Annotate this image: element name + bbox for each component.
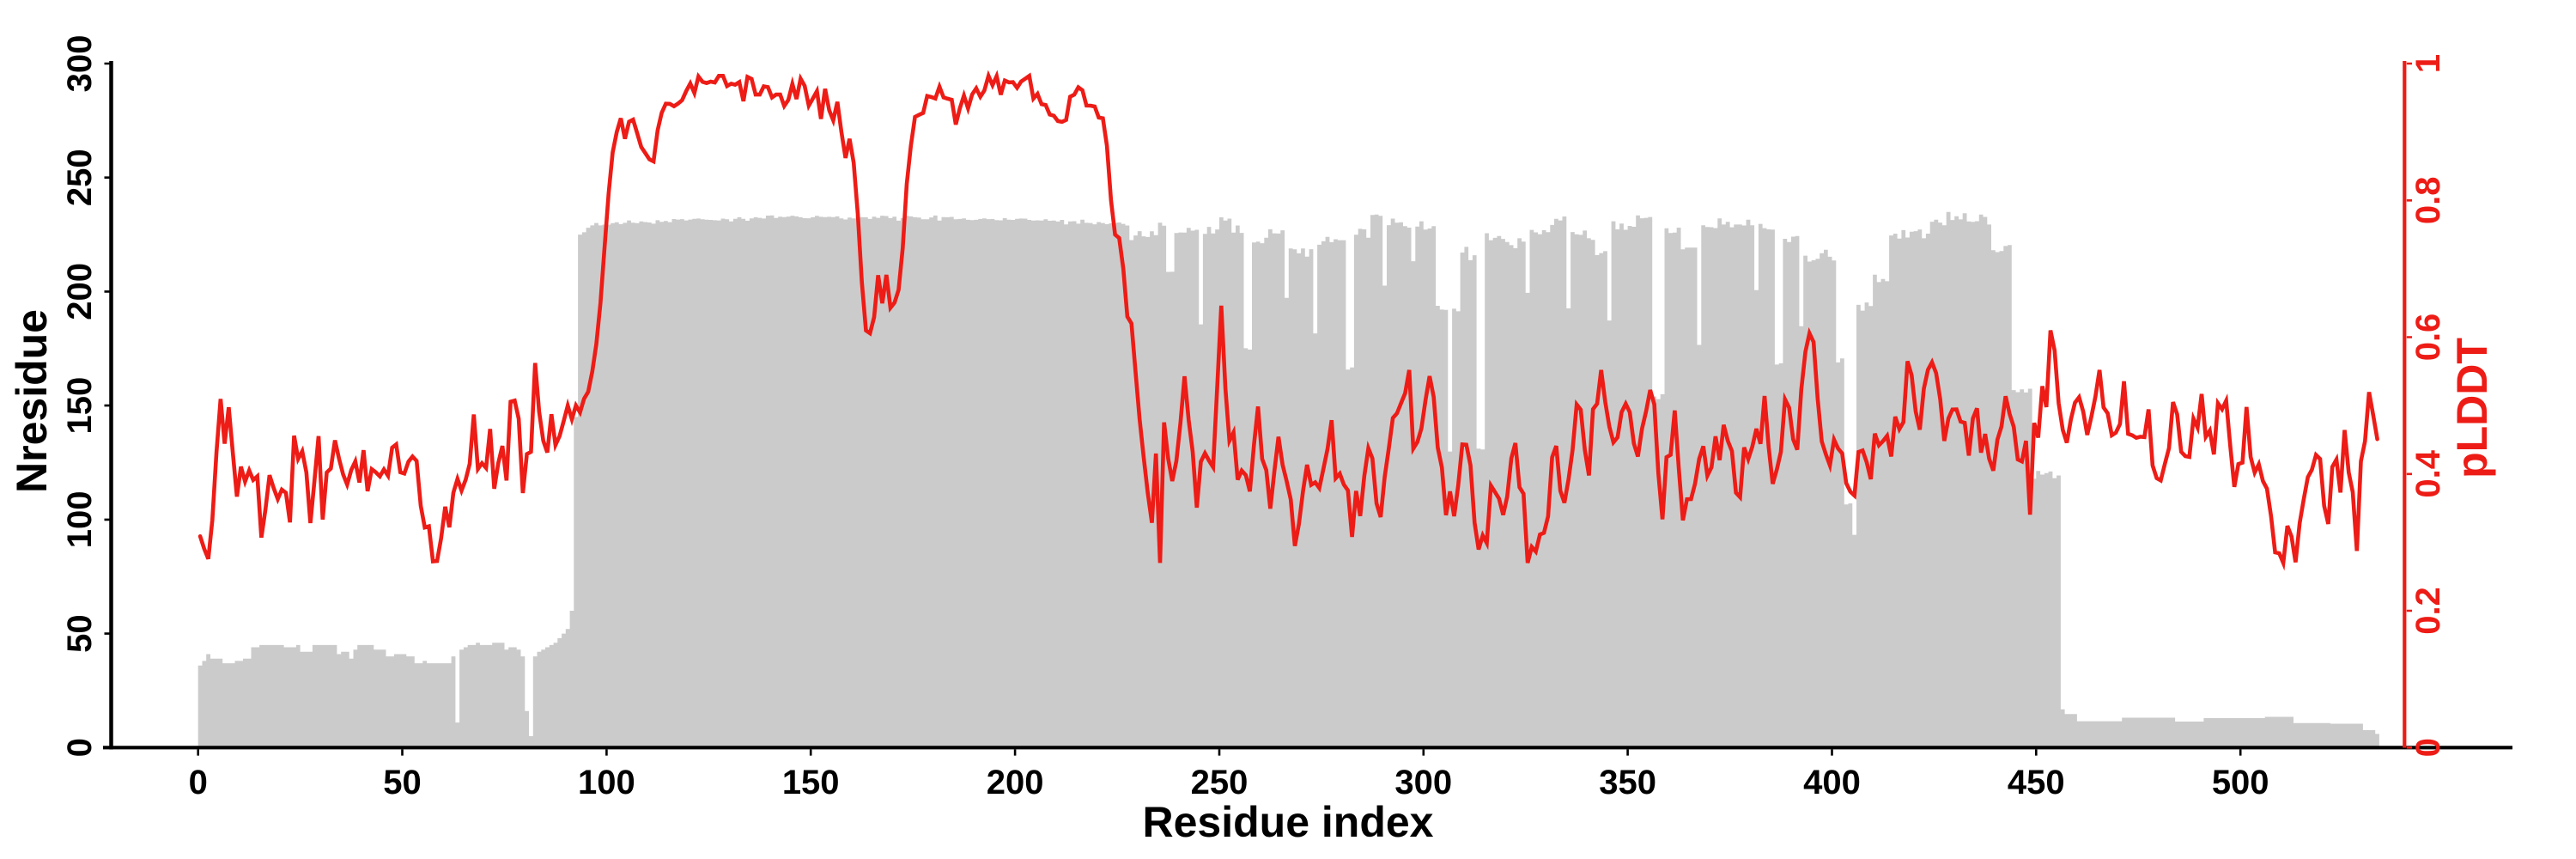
svg-text:0.2: 0.2 [2409, 587, 2447, 635]
svg-text:250: 250 [61, 149, 99, 206]
svg-text:450: 450 [2008, 764, 2065, 801]
svg-text:0: 0 [2409, 738, 2447, 757]
svg-text:200: 200 [61, 263, 99, 320]
svg-text:0.6: 0.6 [2409, 314, 2447, 362]
svg-text:150: 150 [61, 377, 99, 435]
svg-text:0.8: 0.8 [2409, 176, 2447, 224]
svg-text:400: 400 [1803, 764, 1861, 801]
svg-text:0: 0 [189, 764, 208, 801]
svg-text:100: 100 [578, 764, 635, 801]
svg-text:350: 350 [1599, 764, 1656, 801]
svg-text:200: 200 [987, 764, 1044, 801]
svg-text:50: 50 [383, 764, 422, 801]
svg-text:50: 50 [61, 614, 99, 653]
svg-text:300: 300 [1394, 764, 1452, 801]
svg-text:300: 300 [61, 35, 99, 93]
svg-text:0.4: 0.4 [2409, 449, 2447, 497]
svg-text:Residue index: Residue index [1143, 798, 1434, 846]
svg-text:Nresidue: Nresidue [8, 309, 56, 493]
svg-text:150: 150 [782, 764, 840, 801]
svg-text:100: 100 [61, 491, 99, 549]
svg-text:0: 0 [61, 738, 99, 757]
svg-text:250: 250 [1191, 764, 1249, 801]
svg-text:pLDDT: pLDDT [2448, 338, 2496, 478]
svg-text:1: 1 [2409, 54, 2447, 73]
svg-text:500: 500 [2212, 764, 2269, 801]
